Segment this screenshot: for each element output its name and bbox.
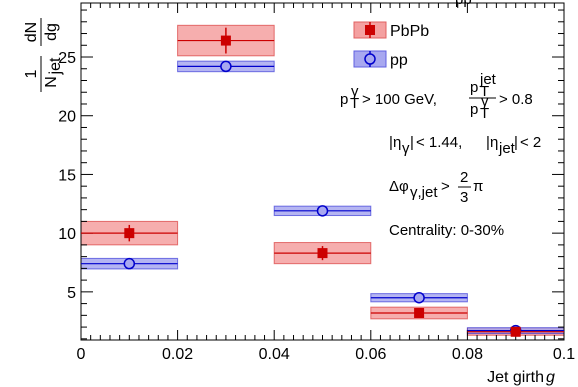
- y-tick-label-1: 10: [58, 226, 76, 243]
- point-pp-1: [220, 60, 232, 73]
- eta-bar-r1: |: [410, 134, 414, 151]
- legend-marker-pbpb: [365, 25, 375, 35]
- x-label-text: Jet girth: [487, 369, 544, 386]
- x-tick-label-2: 0.04: [259, 346, 290, 363]
- eta-symbol-2: η: [490, 134, 498, 151]
- y-tick-label-3: 20: [58, 109, 76, 126]
- dphi-pi: π: [473, 178, 483, 195]
- ratio-num-sub: T: [480, 83, 489, 100]
- point-pbpb-2: [317, 248, 328, 259]
- x-axis-label: Jet girth g: [487, 369, 555, 386]
- top-fragment-text: pp: [455, 0, 472, 8]
- legend-entry-pbpb: PbPb: [353, 21, 429, 40]
- y-label-dg: dg: [43, 23, 60, 41]
- dphi-sub: γ,jet: [410, 184, 438, 201]
- eta-bar-r2: |: [514, 134, 518, 151]
- y-tick-label-0: 5: [67, 285, 76, 302]
- ratio-den-p: p: [470, 101, 478, 118]
- legend-marker-pp: [364, 53, 376, 65]
- x-tick-label-5: 0.1: [553, 346, 575, 363]
- y-axis-label: 1 N jet dN dg: [23, 18, 64, 92]
- dphi-frac-num: 2: [460, 169, 468, 186]
- y-tick-label-2: 15: [58, 167, 76, 184]
- legend-label-pbpb: PbPb: [390, 23, 429, 40]
- ratio-den-sub: T: [480, 105, 489, 122]
- point-pbpb-3: [414, 307, 425, 318]
- legend-label-pp: pp: [390, 52, 408, 69]
- x-tick-label-3: 0.06: [355, 346, 386, 363]
- y-label-den-n: N: [43, 76, 60, 88]
- eta-symbol-1: η: [393, 134, 401, 151]
- annotations: p T γ > 100 GeV, p T jet p T γ > 0.8 | η…: [340, 71, 541, 239]
- y-tick-label-4: 25: [58, 50, 76, 67]
- eta-sub-2: jet: [498, 140, 516, 157]
- annotation-eta: | η γ | < 1.44, | η jet | < 2: [389, 134, 541, 157]
- axis-ticks: 0 0.02 0.04 0.06 0.08 0.1 5 10 15 20 25: [58, 3, 575, 363]
- annotation-pt: p T γ > 100 GeV, p T jet p T γ > 0.8: [340, 71, 533, 122]
- plot-frame: [80, 2, 565, 341]
- x-tick-label-4: 0.08: [452, 346, 483, 363]
- eta-jet-text: < 2: [520, 134, 541, 151]
- point-pp-2: [316, 205, 329, 217]
- dphi-frac-den: 3: [460, 189, 468, 206]
- pt-ratio-text: > 0.8: [499, 91, 533, 108]
- dphi-symbol: Δφ: [389, 178, 409, 195]
- pt-sup: γ: [351, 83, 359, 100]
- y-label-dn: dN: [23, 22, 40, 42]
- plot-border: [80, 2, 565, 341]
- pt-symbol: p: [340, 91, 348, 108]
- x-label-var: g: [546, 369, 555, 386]
- ratio-num-sup: jet: [479, 71, 497, 88]
- point-pbpb-0: [124, 228, 135, 239]
- annotation-centrality: Centrality: 0-30%: [389, 222, 504, 239]
- ratio-den-sup: γ: [481, 93, 489, 110]
- eta-sub-1: γ: [402, 140, 410, 157]
- x-tick-label-0: 0: [77, 346, 86, 363]
- eta-cut-text: < 1.44,: [416, 134, 462, 151]
- legend: PbPb pp: [353, 21, 429, 69]
- eta-bar-l2: |: [486, 134, 490, 151]
- pt-sub: T: [350, 95, 359, 112]
- annotation-dphi: Δφ γ,jet > 2 3 π: [389, 169, 483, 206]
- point-pbpb-4: [510, 326, 521, 337]
- ratio-num-p: p: [470, 79, 478, 96]
- y-label-numerator-one: 1: [23, 69, 40, 78]
- data-points: [81, 27, 564, 337]
- legend-entry-pp: pp: [353, 50, 408, 69]
- x-tick-label-1: 0.02: [162, 346, 193, 363]
- point-pp-3: [413, 291, 425, 304]
- point-pbpb-1: [220, 35, 231, 46]
- y-label-den-sub: jet: [47, 57, 64, 75]
- pt-cut-text: > 100 GeV,: [362, 91, 437, 108]
- dphi-cut-text: >: [441, 178, 450, 195]
- point-pp-0: [123, 257, 136, 270]
- eta-bar-l1: |: [389, 134, 393, 151]
